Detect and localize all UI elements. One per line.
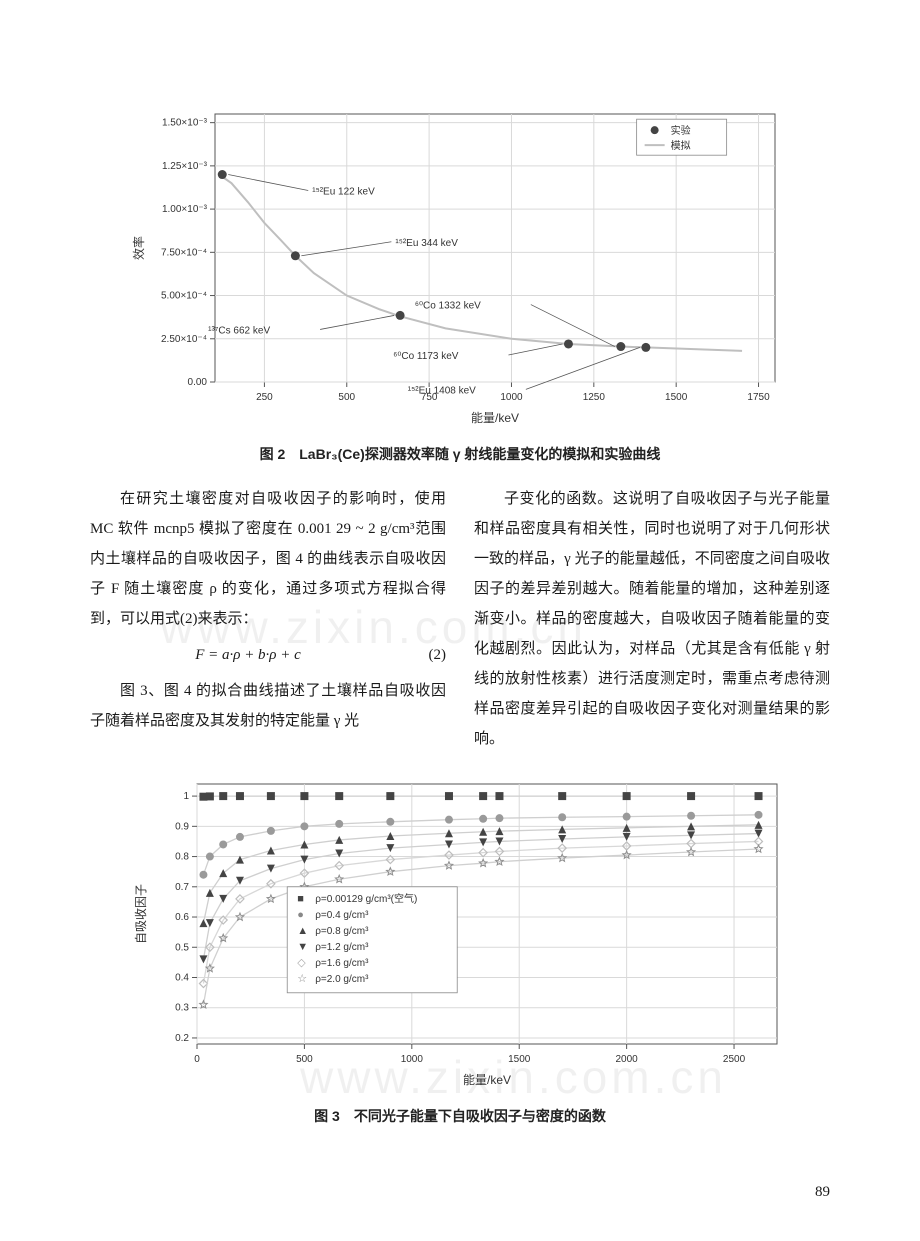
svg-text:ρ=0.4 g/cm³: ρ=0.4 g/cm³	[315, 910, 369, 921]
svg-text:0.2: 0.2	[175, 1033, 189, 1044]
svg-text:1.25×10⁻³: 1.25×10⁻³	[162, 161, 208, 172]
figure-2: 25050075010001250150017500.002.50×10⁻⁴5.…	[90, 100, 830, 464]
svg-text:¹⁵²Eu 122 keV: ¹⁵²Eu 122 keV	[312, 187, 375, 198]
svg-text:0.3: 0.3	[175, 1003, 189, 1014]
svg-text:▲: ▲	[297, 925, 308, 937]
svg-text:模拟: 模拟	[671, 139, 691, 152]
svg-text:250: 250	[256, 392, 273, 403]
svg-text:1750: 1750	[747, 392, 770, 403]
svg-text:自吸收因子: 自吸收因子	[134, 884, 148, 944]
svg-text:■: ■	[297, 893, 304, 905]
svg-text:¹³⁷Cs 662 keV: ¹³⁷Cs 662 keV	[208, 325, 270, 336]
equation-2: F = a·ρ + b·ρ + c (2)	[90, 640, 446, 670]
svg-text:ρ=0.8 g/cm³: ρ=0.8 g/cm³	[315, 926, 369, 937]
svg-text:0.9: 0.9	[175, 821, 189, 832]
svg-text:效率: 效率	[131, 236, 146, 260]
svg-text:¹⁵²Eu 1408 keV: ¹⁵²Eu 1408 keV	[408, 385, 476, 396]
svg-text:0.8: 0.8	[175, 852, 189, 863]
svg-text:0.4: 0.4	[175, 972, 189, 983]
svg-text:能量/keV: 能量/keV	[463, 1073, 511, 1087]
svg-text:◇: ◇	[297, 957, 306, 969]
svg-text:1.00×10⁻³: 1.00×10⁻³	[162, 204, 208, 215]
svg-text:7.50×10⁻⁴: 7.50×10⁻⁴	[161, 247, 207, 258]
svg-text:●: ●	[297, 909, 304, 921]
svg-text:ρ=1.6 g/cm³: ρ=1.6 g/cm³	[315, 958, 369, 969]
figure-3: 0 500 1000 1500 2000 2500 0.2 0.3 0.4 0.5 0.6 0.7 0.…	[90, 772, 830, 1126]
svg-text:▼: ▼	[297, 941, 308, 953]
svg-text:⁶⁰Co 1173 keV: ⁶⁰Co 1173 keV	[393, 351, 459, 362]
svg-text:0.6: 0.6	[175, 912, 189, 923]
svg-text:☆: ☆	[297, 973, 307, 985]
svg-text:0.7: 0.7	[175, 882, 189, 893]
svg-text:2.50×10⁻⁴: 2.50×10⁻⁴	[161, 334, 207, 345]
svg-text:500: 500	[338, 392, 355, 403]
svg-text:1000: 1000	[500, 392, 523, 403]
svg-text:¹⁵²Eu 344 keV: ¹⁵²Eu 344 keV	[395, 238, 458, 249]
svg-text:2500: 2500	[723, 1054, 746, 1065]
svg-text:1000: 1000	[401, 1054, 424, 1065]
body-text: 在研究土壤密度对自吸收因子的影响时，使用 MC 软件 mcnp5 模拟了密度在 …	[90, 484, 830, 754]
equation-number: (2)	[406, 640, 446, 670]
svg-text:2000: 2000	[616, 1054, 639, 1065]
left-column: 在研究土壤密度对自吸收因子的影响时，使用 MC 软件 mcnp5 模拟了密度在 …	[90, 484, 446, 754]
svg-text:ρ=2.0 g/cm³: ρ=2.0 g/cm³	[315, 974, 369, 985]
svg-text:1500: 1500	[508, 1054, 531, 1065]
right-column: 子变化的函数。这说明了自吸收因子与光子能量和样品密度具有相关性，同时也说明了对于…	[474, 484, 830, 754]
page-number: 89	[815, 1184, 830, 1201]
left-p1: 在研究土壤密度对自吸收因子的影响时，使用 MC 软件 mcnp5 模拟了密度在 …	[90, 484, 446, 634]
figure-3-chart: 0 500 1000 1500 2000 2500 0.2 0.3 0.4 0.5 0.6 0.7 0.…	[125, 772, 795, 1092]
svg-text:1.50×10⁻³: 1.50×10⁻³	[162, 118, 208, 129]
svg-text:1500: 1500	[665, 392, 688, 403]
svg-text:ρ=1.2 g/cm³: ρ=1.2 g/cm³	[315, 942, 369, 953]
svg-text:能量/keV: 能量/keV	[471, 411, 519, 425]
svg-text:实验: 实验	[671, 124, 691, 137]
figure-2-chart: 25050075010001250150017500.002.50×10⁻⁴5.…	[125, 100, 795, 430]
svg-text:ρ=0.00129 g/cm³(空气): ρ=0.00129 g/cm³(空气)	[315, 892, 417, 905]
svg-text:1: 1	[183, 791, 189, 802]
svg-text:5.00×10⁻⁴: 5.00×10⁻⁴	[161, 291, 207, 302]
figure-3-caption: 图 3 不同光子能量下自吸收因子与密度的函数	[90, 1106, 830, 1126]
svg-text:500: 500	[296, 1054, 313, 1065]
right-p1: 子变化的函数。这说明了自吸收因子与光子能量和样品密度具有相关性，同时也说明了对于…	[474, 484, 830, 754]
figure-2-caption: 图 2 LaBr₃(Ce)探测器效率随 γ 射线能量变化的模拟和实验曲线	[90, 444, 830, 464]
equation-text: F = a·ρ + b·ρ + c	[90, 640, 406, 670]
left-p2: 图 3、图 4 的拟合曲线描述了土壤样品自吸收因子随着样品密度及其发射的特定能量…	[90, 676, 446, 736]
svg-text:0.00: 0.00	[188, 377, 208, 388]
svg-text:0.5: 0.5	[175, 942, 189, 953]
svg-text:1250: 1250	[583, 392, 606, 403]
svg-text:⁶⁰Co 1332 keV: ⁶⁰Co 1332 keV	[415, 301, 481, 312]
svg-text:0: 0	[194, 1054, 200, 1065]
